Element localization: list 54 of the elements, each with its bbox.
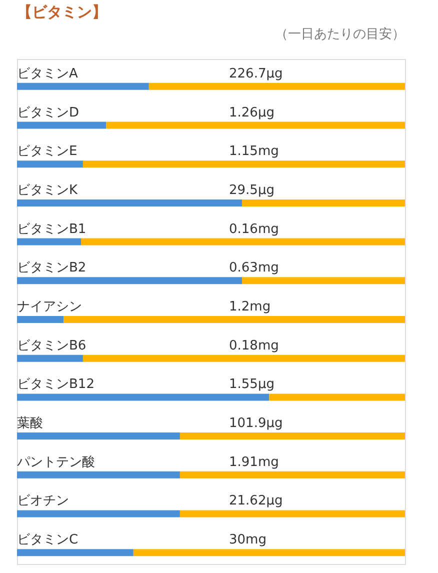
bar	[180, 510, 405, 518]
y-tick-label: ナイアシン	[17, 300, 82, 314]
bar	[269, 394, 405, 401]
bar	[17, 238, 82, 246]
bar	[242, 199, 405, 206]
y-tick-label: パントテン酸	[16, 454, 95, 470]
bar	[17, 82, 149, 90]
annotation: 1.91mg	[229, 454, 279, 470]
bar	[17, 510, 180, 518]
annotation: 1.2mg	[229, 300, 271, 314]
bar	[17, 549, 134, 556]
bar	[106, 122, 405, 129]
y-tick-label: ビタミンB6	[17, 338, 86, 354]
y-tick-label: ビタミンD	[17, 105, 80, 120]
bar	[242, 277, 405, 284]
annotation: 0.18mg	[229, 338, 279, 354]
chart-title: 【ビタミン】	[17, 3, 107, 21]
y-tick-label: ビタミンB2	[17, 260, 86, 276]
bar	[82, 160, 405, 168]
y-tick-label: ビタミンC	[17, 532, 78, 548]
y-tick-label: 葉酸	[17, 416, 43, 432]
y-tick-label: ビタミンB1	[17, 222, 86, 237]
annotation: 1.15mg	[229, 144, 279, 160]
bar	[17, 394, 270, 401]
y-tick-label: ビタミンA	[17, 66, 78, 82]
y-tick-label: ビタミンK	[17, 182, 78, 198]
annotation: 29.5μg	[229, 182, 274, 198]
bar	[81, 238, 405, 246]
annotation: 226.7μg	[229, 66, 283, 82]
bar	[180, 432, 405, 440]
bar	[17, 122, 106, 129]
bar	[17, 432, 180, 440]
bar	[17, 277, 242, 284]
annotation: 30mg	[229, 532, 266, 548]
bar	[64, 316, 405, 323]
y-tick-label: ビタミンB12	[17, 377, 94, 392]
bar	[17, 316, 64, 323]
annotation: 1.55μg	[229, 377, 274, 392]
bar	[133, 549, 405, 556]
annotation: 101.9μg	[229, 416, 283, 432]
y-tick-label: ビオチン	[17, 494, 69, 509]
y-tick-label: ビタミンE	[17, 144, 78, 160]
bar	[17, 354, 83, 362]
bar	[82, 354, 405, 362]
annotation: 1.26μg	[229, 105, 274, 120]
bar	[180, 471, 405, 478]
annotation: 0.63mg	[229, 260, 279, 276]
bar	[17, 199, 242, 206]
chart-subtitle: （一日あたりの目安）	[275, 26, 405, 42]
bar	[148, 82, 405, 90]
annotation: 21.62μg	[229, 494, 283, 509]
annotation: 0.16mg	[229, 222, 279, 237]
bar	[17, 471, 180, 478]
bar	[17, 160, 83, 168]
